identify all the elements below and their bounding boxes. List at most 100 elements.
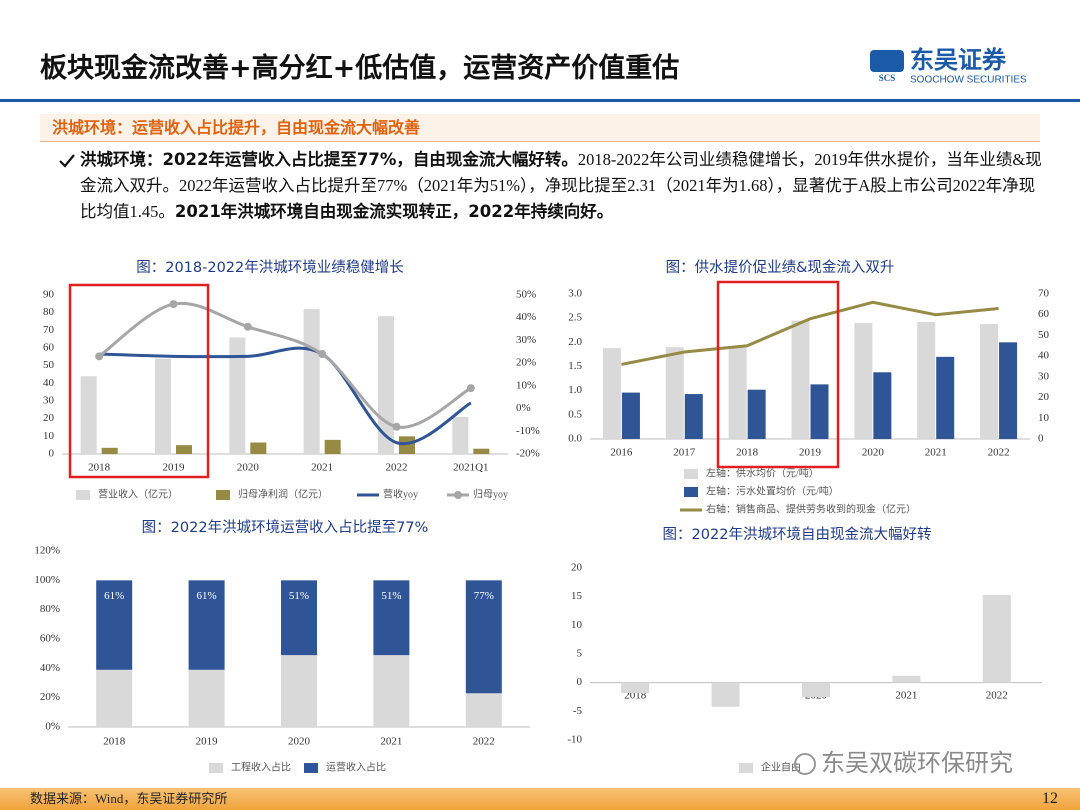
legend-label: 企业自由 <box>761 760 801 773</box>
x-tick-label: 2019 <box>799 447 822 459</box>
bar <box>999 342 1018 439</box>
tick-label: 0.0 <box>568 433 582 445</box>
tick-label: -20% <box>516 448 540 460</box>
bar <box>452 416 469 454</box>
legend-swatch <box>454 491 462 499</box>
tick-label: 10 <box>571 619 583 631</box>
legend-swatch <box>304 763 318 773</box>
tick-label: 0% <box>516 402 531 414</box>
legend-label: 左轴：供水均价（元/吨） <box>706 466 819 479</box>
legend-swatch <box>739 763 753 773</box>
bold-text: 洪城环境：2022年运营收入占比提至77%，自由现金流大幅好转。 <box>80 150 578 169</box>
tick-label: 10% <box>516 379 536 391</box>
section-heading: 洪城环境：运营收入占比提升，自由现金流大幅改善 <box>40 114 1040 142</box>
tick-label: 3.0 <box>568 288 582 300</box>
tick-label: 10 <box>43 430 55 442</box>
bar <box>473 448 490 454</box>
bar <box>303 309 320 454</box>
bar <box>465 693 502 727</box>
bar <box>378 316 394 454</box>
check-icon <box>59 154 75 168</box>
chart-title: 图：2022年洪城环境自由现金流大幅好转 <box>663 525 932 543</box>
bar <box>373 655 410 727</box>
tick-label: 70 <box>43 324 55 336</box>
value-label: 61% <box>104 590 124 602</box>
line <box>98 301 472 429</box>
x-tick-label: 2020 <box>288 736 311 748</box>
tick-label: 20 <box>43 412 55 424</box>
logo-en: SOOCHOW SECURITIES <box>910 75 1027 86</box>
x-tick-label: 2021 <box>311 462 333 474</box>
tick-label: -10 <box>567 734 582 746</box>
bar <box>155 358 171 454</box>
bar <box>281 655 317 727</box>
bar <box>188 669 225 727</box>
tick-label: 120% <box>34 545 60 557</box>
watermark-icon <box>794 753 816 775</box>
legend-swatch <box>684 487 698 497</box>
x-tick-label: 2021 <box>895 690 917 702</box>
tick-label: 0 <box>1038 433 1044 445</box>
line <box>621 300 999 366</box>
bar <box>399 436 415 454</box>
bold-text: 2021年洪城环境自由现金流实现转正，2022年持续向好。 <box>174 202 614 221</box>
tick-label: 5 <box>577 648 583 660</box>
bar <box>96 669 133 727</box>
x-tick-label: 2021Q1 <box>453 462 488 474</box>
bar <box>711 682 740 707</box>
bar <box>873 372 892 439</box>
tick-label: 0% <box>45 721 60 733</box>
bar <box>917 322 936 439</box>
bar <box>176 445 192 454</box>
watermark: 东吴双碳环保研究 <box>821 749 1013 777</box>
x-tick-label: 2022 <box>386 462 408 474</box>
tick-label: 70 <box>1038 288 1050 300</box>
x-tick-label: 2022 <box>986 690 1008 702</box>
tick-label: 20% <box>40 691 60 703</box>
logo-icon <box>870 50 904 72</box>
bar <box>936 356 955 439</box>
legend-label: 归母yoy <box>473 487 508 500</box>
x-tick-label: 2019 <box>163 462 186 474</box>
logo: SCS 东吴证券 SOOCHOW SECURITIES <box>870 46 1027 86</box>
tick-label: 40 <box>1038 350 1050 362</box>
legend-swatch <box>209 763 223 773</box>
logo-cn: 东吴证券 <box>910 46 1007 74</box>
bar <box>747 389 766 439</box>
tick-label: 2.0 <box>568 336 582 348</box>
x-tick-label: 2018 <box>88 462 111 474</box>
legend-label: 左轴：污水处置均价（元/吨） <box>706 484 839 497</box>
x-tick-label: 2018 <box>103 736 126 748</box>
x-tick-label: 2016 <box>610 447 633 459</box>
highlight-box <box>716 280 840 469</box>
source: 数据来源：Wind，东吴证券研究所 <box>30 791 228 806</box>
tick-label: 60% <box>40 633 60 645</box>
bar <box>980 323 999 439</box>
tick-label: 90 <box>43 289 55 301</box>
chart-title: 图：供水提价促业绩&现金流入双升 <box>666 259 895 276</box>
tick-label: 0 <box>577 676 583 688</box>
point <box>95 352 104 361</box>
text: 2018-2022年公司业绩稳健增长，2019年供水提价，当年业绩&现金流入双升… <box>80 150 1042 221</box>
tick-label: 50% <box>516 289 536 301</box>
bar <box>250 442 267 454</box>
tick-label: -5 <box>573 705 583 717</box>
page-number: 12 <box>1042 790 1058 807</box>
tick-label: 40% <box>40 662 60 674</box>
bar <box>373 580 410 656</box>
tick-label: 20 <box>1038 391 1050 403</box>
tick-label: 20 <box>571 562 583 574</box>
value-label: 51% <box>381 590 401 602</box>
bar <box>281 580 317 656</box>
tick-label: 15 <box>571 590 583 602</box>
tick-label: 60 <box>1038 308 1050 320</box>
x-tick-label: 2020 <box>862 447 885 459</box>
bar <box>892 675 921 683</box>
tick-label: 10 <box>1038 412 1050 424</box>
tick-label: 50 <box>1038 329 1050 341</box>
x-tick-label: 2018 <box>736 447 759 459</box>
legend-swatch <box>216 490 230 500</box>
bar <box>854 323 873 439</box>
value-label: 51% <box>289 590 309 602</box>
